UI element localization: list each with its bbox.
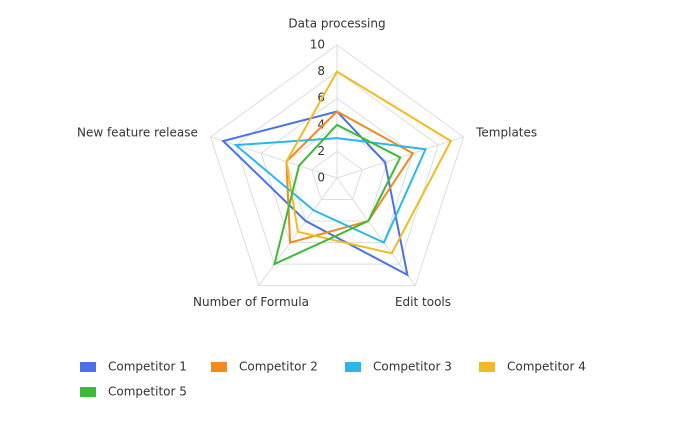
grid-line [260,97,414,244]
axis-label: New feature release [77,125,198,139]
axis-label: Number of Formula [193,295,309,309]
spoke [210,136,338,179]
legend-swatch [479,362,495,372]
r-tick-label: 8 [317,64,325,78]
legend-label: Competitor 5 [108,385,187,399]
axis-label: Edit tools [395,295,451,309]
series-line [221,110,409,277]
r-tick-label: 10 [310,38,325,52]
legend-label: Competitor 3 [373,360,452,374]
axis-label: Data processing [288,17,385,31]
legend-swatch [80,362,96,372]
legend-swatch [80,387,96,397]
axis-label: Templates [475,125,537,139]
legend-label: Competitor 1 [108,360,187,374]
r-tick-label: 2 [317,144,325,158]
r-tick-label: 4 [317,117,325,131]
legend-label: Competitor 2 [239,360,318,374]
series-line [233,137,428,244]
grid-line [311,150,363,201]
series-line [285,70,453,255]
spoke [336,177,416,286]
r-tick-label: 0 [317,171,325,185]
series-line [272,123,402,266]
legend-swatch [211,362,227,372]
legend-label: Competitor 4 [507,360,586,374]
legend-swatch [345,362,361,372]
grid-line [209,44,465,287]
